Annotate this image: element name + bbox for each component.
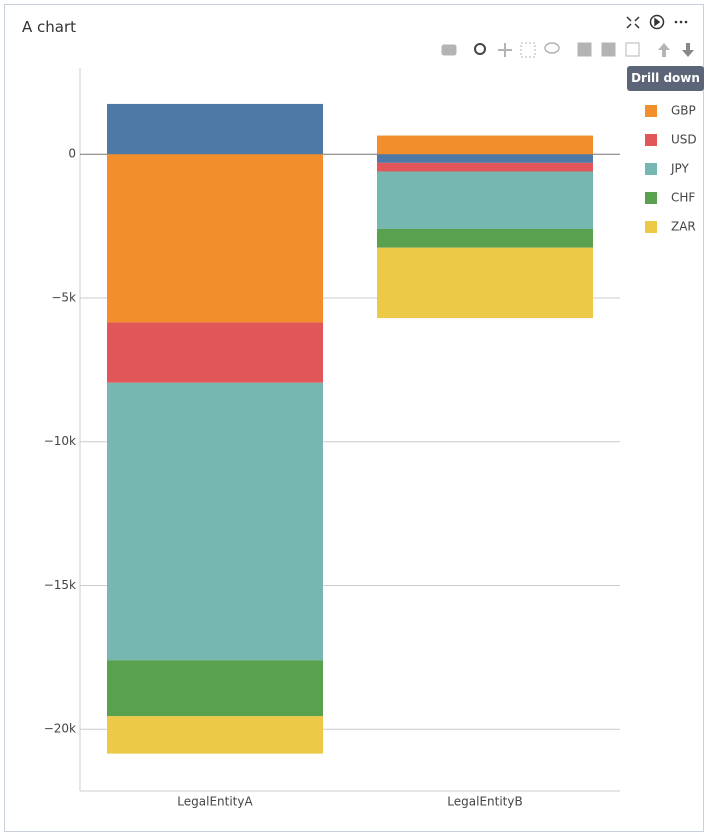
bar-segment <box>377 247 593 319</box>
autoscale-icon[interactable] <box>625 42 640 57</box>
select-icon[interactable] <box>520 42 536 58</box>
zoom-in-icon[interactable] <box>577 42 592 57</box>
drill-up-icon[interactable] <box>658 43 670 57</box>
bar-segment <box>377 154 593 163</box>
x-tick-label: LegalEntityB <box>447 795 522 809</box>
camera-icon[interactable] <box>441 44 457 56</box>
legend-swatch <box>645 134 657 146</box>
y-tick-label: 0 <box>68 147 76 161</box>
zoom-out-icon[interactable] <box>601 42 616 57</box>
bar-segment <box>107 382 323 661</box>
zoom-icon[interactable] <box>474 43 486 55</box>
modebar <box>441 42 694 58</box>
drill-down-icon[interactable] <box>682 43 694 57</box>
bar-segment <box>107 103 323 155</box>
lasso-icon[interactable] <box>544 42 560 54</box>
y-tick-label: −5k <box>51 290 76 304</box>
legend-swatch <box>645 192 657 204</box>
more-icon[interactable] <box>674 20 688 24</box>
pan-icon[interactable] <box>498 43 512 57</box>
legend-label: CHF <box>671 191 695 205</box>
bar-segment <box>377 228 593 248</box>
tooltip: Drill down <box>627 66 704 91</box>
legend-swatch <box>645 221 657 233</box>
bar-segment <box>377 171 593 229</box>
legend-label: JPY <box>670 162 690 176</box>
panel-title: A chart <box>22 18 77 36</box>
play-icon[interactable] <box>649 14 665 30</box>
bar-segment <box>377 135 593 155</box>
header-icons <box>626 14 688 30</box>
legend-label: ZAR <box>671 220 696 234</box>
expand-icon[interactable] <box>626 16 640 29</box>
bar-segment <box>107 716 323 754</box>
y-tick-label: −15k <box>44 578 76 592</box>
bar-segment <box>377 162 593 172</box>
legend-swatch <box>645 163 657 175</box>
bar-segment <box>107 322 323 383</box>
play-triangle <box>654 17 661 27</box>
x-tick-label: LegalEntityA <box>177 795 253 809</box>
legend-swatch <box>645 105 657 117</box>
y-tick-label: −20k <box>44 722 76 736</box>
bar-segment <box>107 154 323 323</box>
legend-label: USD <box>671 133 697 147</box>
bar-segment <box>107 660 323 717</box>
chart-panel: A chart <box>4 4 704 832</box>
y-tick-label: −10k <box>44 434 76 448</box>
legend-label: GBP <box>671 104 696 118</box>
